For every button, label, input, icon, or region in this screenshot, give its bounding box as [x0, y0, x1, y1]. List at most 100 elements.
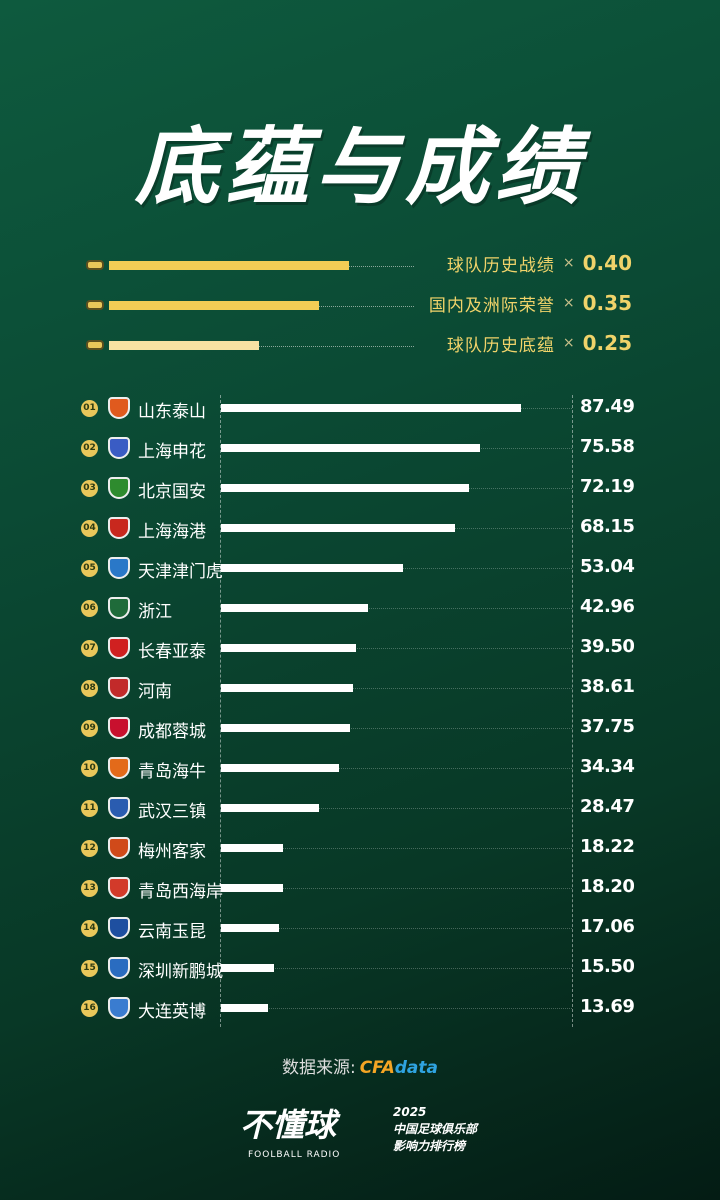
- row-guide-line: [221, 848, 572, 849]
- chart-row: 06 浙江 42.96: [0, 593, 720, 623]
- axis-line: [220, 395, 221, 1027]
- legend-leader-line: [319, 306, 414, 307]
- bar: [221, 484, 469, 492]
- team-name: 山东泰山: [138, 402, 206, 422]
- rank-badge: 08: [81, 680, 98, 697]
- legend-item: 国内及洲际荣誉 × 0.35: [86, 291, 646, 316]
- source-label: 数据来源:: [281, 1058, 356, 1078]
- chart-row: 07 长春亚泰 39.50: [0, 633, 720, 663]
- value-label: 53.04: [580, 556, 635, 577]
- team-logo-icon: [108, 757, 130, 779]
- rank-badge: 09: [81, 720, 98, 737]
- value-label: 75.58: [580, 436, 635, 457]
- team-logo-icon: [108, 917, 130, 939]
- value-label: 28.47: [580, 796, 635, 817]
- bar: [221, 444, 481, 452]
- cfadata-logo-b: data: [394, 1058, 439, 1078]
- team-name: 河南: [138, 682, 172, 702]
- bar: [221, 884, 284, 892]
- event-line2: 影响力排行榜: [393, 1139, 466, 1153]
- value-label: 72.19: [580, 476, 635, 497]
- bar: [221, 924, 280, 932]
- event-title: 2025 中国足球俱乐部 影响力排行榜: [393, 1104, 477, 1155]
- team-logo-icon: [108, 837, 130, 859]
- stadium-icon: [86, 300, 104, 310]
- row-guide-line: [221, 608, 572, 609]
- page-title: 底蕴与成绩: [134, 118, 585, 216]
- cfadata-logo: CFAdata: [360, 1058, 438, 1078]
- rank-badge: 10: [81, 760, 98, 777]
- bar: [221, 804, 319, 812]
- value-label: 18.22: [580, 836, 635, 857]
- cfadata-logo-a: CFA: [359, 1058, 395, 1078]
- rank-badge: 03: [81, 480, 98, 497]
- bar: [221, 564, 403, 572]
- legend-text: 球队历史底蕴 × 0.25: [447, 329, 632, 357]
- value-label: 87.49: [580, 396, 635, 417]
- team-name: 大连英博: [138, 1002, 206, 1022]
- team-name: 浙江: [138, 602, 172, 622]
- legend-label: 球队历史战绩: [446, 255, 555, 276]
- team-name: 深圳新鹏城: [138, 962, 223, 982]
- legend-weight: 0.35: [582, 291, 632, 315]
- row-guide-line: [221, 928, 572, 929]
- event-year: 2025: [393, 1105, 427, 1119]
- value-label: 37.75: [580, 716, 635, 737]
- team-logo-icon: [108, 557, 130, 579]
- legend-text: 球队历史战绩 × 0.40: [447, 249, 632, 277]
- rank-badge: 07: [81, 640, 98, 657]
- chart-row: 16 大连英博 13.69: [0, 993, 720, 1023]
- row-guide-line: [221, 808, 572, 809]
- chart-row: 12 梅州客家 18.22: [0, 833, 720, 863]
- chart-row: 02 上海申花 75.58: [0, 433, 720, 463]
- legend-weight: 0.40: [582, 251, 632, 275]
- team-name: 上海申花: [138, 442, 206, 462]
- legend-times: ×: [562, 295, 575, 311]
- value-label: 15.50: [580, 956, 635, 977]
- chart-row: 11 武汉三镇 28.47: [0, 793, 720, 823]
- bar: [221, 404, 521, 412]
- chart-row: 05 天津津门虎 53.04: [0, 553, 720, 583]
- rank-badge: 12: [81, 840, 98, 857]
- value-label: 39.50: [580, 636, 635, 657]
- rank-badge: 02: [81, 440, 98, 457]
- rank-badge: 13: [81, 880, 98, 897]
- chart-row: 15 深圳新鹏城 15.50: [0, 953, 720, 983]
- legend-weight: 0.25: [582, 331, 632, 355]
- rank-badge: 14: [81, 920, 98, 937]
- team-name: 武汉三镇: [138, 802, 206, 822]
- chart-row: 09 成都蓉城 37.75: [0, 713, 720, 743]
- chart-row: 01 山东泰山 87.49: [0, 393, 720, 423]
- team-logo-icon: [108, 717, 130, 739]
- bar: [221, 724, 351, 732]
- team-logo-icon: [108, 397, 130, 419]
- team-logo-icon: [108, 597, 130, 619]
- row-guide-line: [221, 768, 572, 769]
- value-label: 13.69: [580, 996, 635, 1017]
- rank-badge: 16: [81, 1000, 98, 1017]
- row-guide-line: [221, 888, 572, 889]
- row-guide-line: [221, 728, 572, 729]
- legend-leader-line: [259, 346, 414, 347]
- team-logo-icon: [108, 797, 130, 819]
- value-label: 42.96: [580, 596, 635, 617]
- value-label: 68.15: [580, 516, 635, 537]
- row-guide-line: [221, 968, 572, 969]
- legend-item: 球队历史战绩 × 0.40: [86, 251, 646, 276]
- legend-times: ×: [562, 335, 575, 351]
- value-label: 17.06: [580, 916, 635, 937]
- rank-badge: 11: [81, 800, 98, 817]
- team-name: 云南玉昆: [138, 922, 206, 942]
- value-label: 38.61: [580, 676, 635, 697]
- brand-logo: 不懂球: [240, 1106, 337, 1144]
- row-guide-line: [221, 1008, 572, 1009]
- team-name: 天津津门虎: [138, 562, 223, 582]
- chart-row: 14 云南玉昆 17.06: [0, 913, 720, 943]
- rank-badge: 15: [81, 960, 98, 977]
- chart-row: 04 上海海港 68.15: [0, 513, 720, 543]
- value-divider: [572, 395, 573, 1027]
- value-label: 34.34: [580, 756, 635, 777]
- chart-row: 08 河南 38.61: [0, 673, 720, 703]
- team-logo-icon: [108, 997, 130, 1019]
- data-source: 数据来源: CFAdata: [0, 1053, 720, 1078]
